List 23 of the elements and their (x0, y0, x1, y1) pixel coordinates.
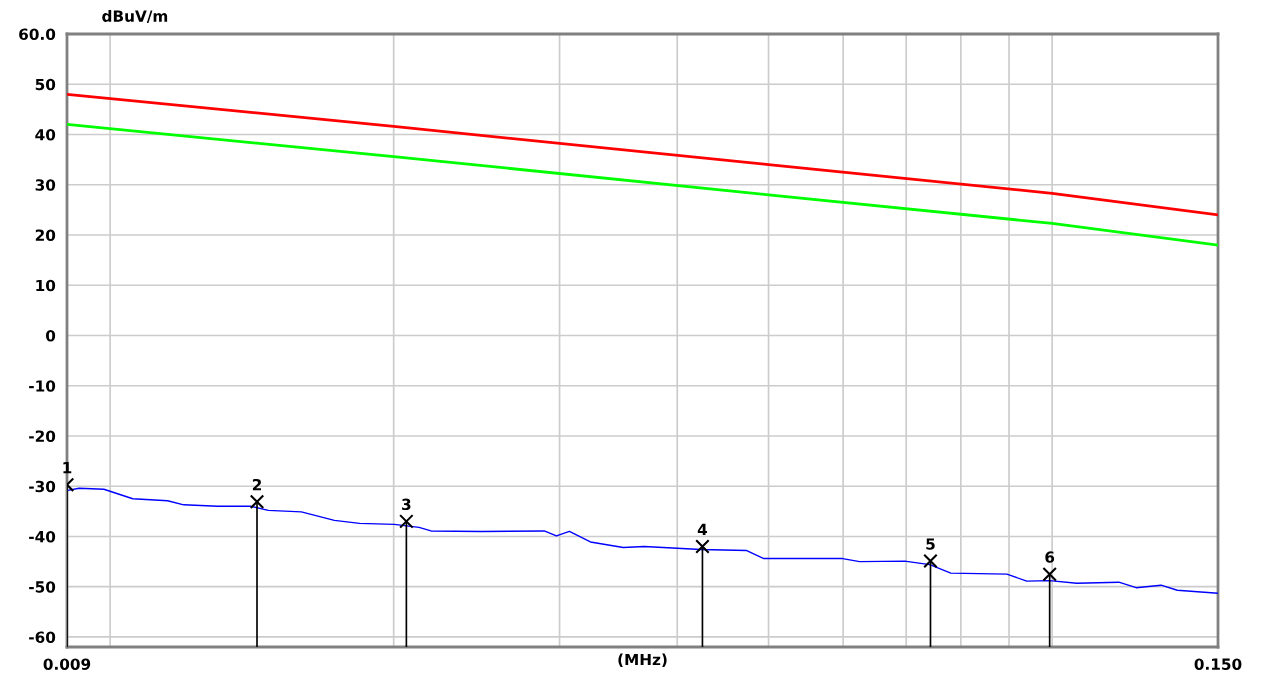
y-tick-label: 30 (35, 179, 56, 191)
y-tick-label: -20 (29, 430, 56, 442)
y-tick-label: 20 (35, 229, 56, 242)
x-tick-label: 0.009 (43, 658, 91, 670)
y-tick-label: -60 (29, 631, 56, 643)
annotation: 6 (1045, 551, 1055, 563)
x-tick-label: 0.150 (1194, 658, 1242, 670)
annotation: 5 (926, 538, 935, 550)
y-tick-label: -30 (29, 480, 56, 493)
x-axis-title: (MHz) (618, 653, 667, 668)
annotation: 1 (63, 462, 72, 474)
annotation: 2 (252, 478, 261, 491)
annotation: 4 (697, 523, 708, 535)
y-tick-label: 60.0 (19, 28, 56, 41)
y-tick-label: -40 (29, 530, 56, 543)
annotation: 3 (402, 498, 411, 511)
y-tick-label: 40 (35, 128, 56, 141)
y-axis-title: dBuV/m (102, 10, 168, 24)
y-tick-label: 10 (36, 279, 56, 292)
y-tick-label: -10 (29, 380, 56, 392)
y-tick-label: -50 (29, 581, 56, 593)
y-tick-label: 0 (45, 329, 56, 342)
y-tick-label: 50 (35, 78, 56, 91)
